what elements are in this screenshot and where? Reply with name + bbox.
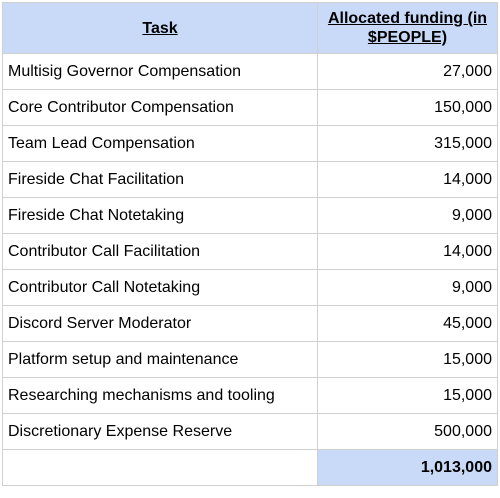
task-cell[interactable]: Core Contributor Compensation [2, 89, 318, 126]
task-cell[interactable]: Contributor Call Notetaking [2, 269, 318, 306]
amount-cell[interactable]: 9,000 [317, 269, 498, 306]
funding-allocation-table: Task Allocated funding (in $PEOPLE) Mult… [2, 2, 498, 486]
amount-cell[interactable]: 27,000 [317, 53, 498, 90]
table-row: Core Contributor Compensation 150,000 [2, 89, 498, 126]
table-row: Discretionary Expense Reserve 500,000 [2, 413, 498, 450]
amount-cell[interactable]: 315,000 [317, 125, 498, 162]
amount-cell[interactable]: 150,000 [317, 89, 498, 126]
amount-cell[interactable]: 45,000 [317, 305, 498, 342]
table-row: Team Lead Compensation 315,000 [2, 125, 498, 162]
table-row: Contributor Call Notetaking 9,000 [2, 269, 498, 306]
total-row: 1,013,000 [2, 449, 498, 486]
total-amount-cell[interactable]: 1,013,000 [317, 449, 498, 486]
table-row: Fireside Chat Facilitation 14,000 [2, 161, 498, 198]
amount-cell[interactable]: 500,000 [317, 413, 498, 450]
amount-cell[interactable]: 9,000 [317, 197, 498, 234]
amount-cell[interactable]: 14,000 [317, 161, 498, 198]
amount-cell[interactable]: 15,000 [317, 377, 498, 414]
amount-cell[interactable]: 15,000 [317, 341, 498, 378]
task-cell[interactable]: Researching mechanisms and tooling [2, 377, 318, 414]
table-row: Platform setup and maintenance 15,000 [2, 341, 498, 378]
empty-cell[interactable] [2, 449, 318, 486]
table-row: Fireside Chat Notetaking 9,000 [2, 197, 498, 234]
amount-cell[interactable]: 14,000 [317, 233, 498, 270]
task-cell[interactable]: Discretionary Expense Reserve [2, 413, 318, 450]
table-row: Contributor Call Facilitation 14,000 [2, 233, 498, 270]
task-cell[interactable]: Team Lead Compensation [2, 125, 318, 162]
funding-column-header[interactable]: Allocated funding (in $PEOPLE) [317, 2, 498, 54]
table-row: Researching mechanisms and tooling 15,00… [2, 377, 498, 414]
task-column-header[interactable]: Task [2, 2, 318, 54]
table-row: Multisig Governor Compensation 27,000 [2, 53, 498, 90]
task-cell[interactable]: Platform setup and maintenance [2, 341, 318, 378]
task-cell[interactable]: Contributor Call Facilitation [2, 233, 318, 270]
task-cell[interactable]: Fireside Chat Notetaking [2, 197, 318, 234]
header-row: Task Allocated funding (in $PEOPLE) [2, 2, 498, 54]
table-row: Discord Server Moderator 45,000 [2, 305, 498, 342]
task-cell[interactable]: Discord Server Moderator [2, 305, 318, 342]
task-cell[interactable]: Fireside Chat Facilitation [2, 161, 318, 198]
task-cell[interactable]: Multisig Governor Compensation [2, 53, 318, 90]
